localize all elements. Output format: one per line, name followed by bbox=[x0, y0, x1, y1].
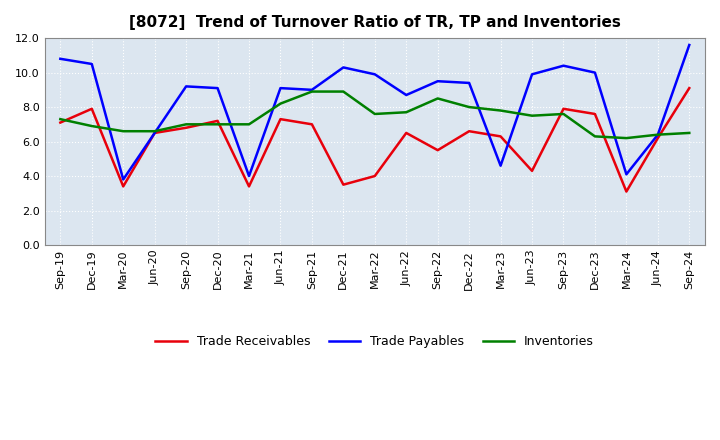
Trade Payables bbox=[371, 72, 379, 77]
Inventories bbox=[371, 111, 379, 117]
Trade Payables bbox=[433, 79, 442, 84]
Title: [8072]  Trend of Turnover Ratio of TR, TP and Inventories: [8072] Trend of Turnover Ratio of TR, TP… bbox=[129, 15, 621, 30]
Line: Trade Receivables: Trade Receivables bbox=[60, 88, 689, 191]
Trade Payables bbox=[182, 84, 191, 89]
Trade Payables bbox=[528, 72, 536, 77]
Trade Receivables bbox=[528, 168, 536, 173]
Trade Payables bbox=[339, 65, 348, 70]
Trade Payables bbox=[559, 63, 568, 68]
Trade Payables bbox=[622, 172, 631, 177]
Inventories bbox=[245, 122, 253, 127]
Inventories bbox=[465, 104, 474, 110]
Trade Receivables bbox=[590, 111, 599, 117]
Trade Receivables bbox=[622, 189, 631, 194]
Legend: Trade Receivables, Trade Payables, Inventories: Trade Receivables, Trade Payables, Inven… bbox=[150, 330, 599, 353]
Inventories bbox=[433, 96, 442, 101]
Trade Payables bbox=[56, 56, 65, 62]
Trade Payables bbox=[119, 177, 127, 182]
Trade Receivables bbox=[150, 130, 159, 136]
Trade Payables bbox=[654, 132, 662, 137]
Trade Receivables bbox=[433, 147, 442, 153]
Inventories bbox=[402, 110, 410, 115]
Trade Receivables bbox=[402, 130, 410, 136]
Trade Receivables bbox=[213, 118, 222, 124]
Inventories bbox=[685, 130, 693, 136]
Trade Payables bbox=[150, 130, 159, 136]
Trade Payables bbox=[465, 80, 474, 85]
Trade Receivables bbox=[654, 136, 662, 141]
Trade Receivables bbox=[245, 184, 253, 189]
Inventories bbox=[654, 132, 662, 137]
Trade Receivables bbox=[87, 106, 96, 111]
Trade Payables bbox=[307, 87, 316, 92]
Trade Receivables bbox=[465, 128, 474, 134]
Inventories bbox=[276, 101, 285, 106]
Inventories bbox=[213, 122, 222, 127]
Trade Receivables bbox=[371, 173, 379, 179]
Trade Payables bbox=[213, 85, 222, 91]
Inventories bbox=[590, 134, 599, 139]
Trade Payables bbox=[590, 70, 599, 75]
Trade Receivables bbox=[56, 120, 65, 125]
Trade Receivables bbox=[685, 85, 693, 91]
Trade Receivables bbox=[496, 134, 505, 139]
Trade Payables bbox=[87, 61, 96, 66]
Inventories bbox=[119, 128, 127, 134]
Trade Receivables bbox=[276, 117, 285, 122]
Trade Payables bbox=[402, 92, 410, 98]
Trade Receivables bbox=[339, 182, 348, 187]
Inventories bbox=[150, 128, 159, 134]
Inventories bbox=[339, 89, 348, 94]
Inventories bbox=[56, 117, 65, 122]
Inventories bbox=[87, 123, 96, 128]
Trade Receivables bbox=[182, 125, 191, 130]
Inventories bbox=[307, 89, 316, 94]
Line: Inventories: Inventories bbox=[60, 92, 689, 138]
Trade Receivables bbox=[559, 106, 568, 111]
Inventories bbox=[528, 113, 536, 118]
Inventories bbox=[622, 136, 631, 141]
Inventories bbox=[496, 108, 505, 113]
Trade Payables bbox=[276, 85, 285, 91]
Trade Receivables bbox=[307, 122, 316, 127]
Trade Payables bbox=[245, 173, 253, 179]
Trade Receivables bbox=[119, 184, 127, 189]
Inventories bbox=[182, 122, 191, 127]
Line: Trade Payables: Trade Payables bbox=[60, 45, 689, 180]
Trade Payables bbox=[685, 42, 693, 48]
Trade Payables bbox=[496, 163, 505, 169]
Inventories bbox=[559, 111, 568, 117]
